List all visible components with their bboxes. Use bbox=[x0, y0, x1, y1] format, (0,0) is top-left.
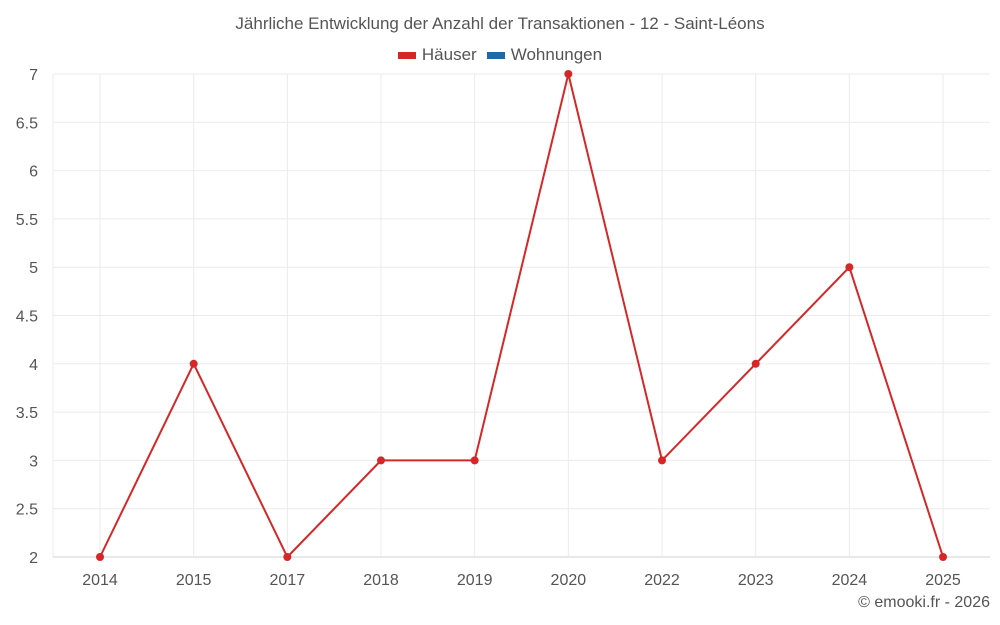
data-point[interactable] bbox=[939, 553, 948, 561]
legend-item-haeuser[interactable]: Häuser bbox=[397, 45, 477, 65]
y-tick-label: 3 bbox=[29, 453, 38, 470]
y-tick-label: 6.5 bbox=[16, 115, 38, 132]
x-tick-label: 2017 bbox=[270, 572, 306, 589]
data-point[interactable] bbox=[283, 553, 292, 561]
data-point[interactable] bbox=[470, 456, 479, 465]
legend-label-haeuser: Häuser bbox=[421, 45, 477, 64]
credit: © emooki.fr - 2026 bbox=[858, 594, 990, 611]
data-point[interactable] bbox=[658, 456, 667, 465]
legend: Häuser Wohnungen bbox=[0, 45, 1000, 65]
x-tick-label: 2025 bbox=[925, 572, 961, 589]
x-tick-label: 2019 bbox=[457, 572, 493, 589]
y-tick-label: 5.5 bbox=[16, 212, 38, 229]
y-tick-label: 4 bbox=[29, 357, 38, 374]
x-tick-label: 2024 bbox=[832, 572, 868, 589]
legend-swatch-wohnungen bbox=[486, 51, 505, 59]
y-tick-label: 7 bbox=[29, 67, 38, 84]
y-tick-label: 5 bbox=[29, 260, 38, 277]
y-tick-label: 2.5 bbox=[16, 502, 38, 519]
data-point[interactable] bbox=[751, 359, 760, 368]
x-tick-label: 2020 bbox=[551, 572, 587, 589]
x-tick-label: 2023 bbox=[738, 572, 774, 589]
x-tick-label: 2014 bbox=[82, 572, 118, 589]
y-tick-label: 2 bbox=[29, 550, 38, 567]
legend-swatch-haeuser bbox=[397, 51, 416, 59]
data-point[interactable] bbox=[845, 263, 854, 272]
chart-title: Jährliche Entwicklung der Anzahl der Tra… bbox=[235, 14, 765, 33]
x-tick-label: 2015 bbox=[176, 572, 212, 589]
y-tick-label: 6 bbox=[29, 164, 38, 181]
x-tick-label: 2022 bbox=[644, 572, 680, 589]
x-tick-label: 2018 bbox=[363, 572, 399, 589]
legend-item-wohnungen[interactable]: Wohnungen bbox=[486, 45, 603, 65]
data-point[interactable] bbox=[564, 70, 573, 78]
legend-label-wohnungen: Wohnungen bbox=[510, 45, 603, 64]
y-tick-label: 3.5 bbox=[16, 405, 38, 422]
data-point[interactable] bbox=[189, 359, 198, 368]
series-line bbox=[99, 73, 944, 559]
data-point[interactable] bbox=[96, 553, 104, 561]
data-point[interactable] bbox=[377, 456, 386, 465]
y-tick-label: 4.5 bbox=[16, 309, 38, 326]
